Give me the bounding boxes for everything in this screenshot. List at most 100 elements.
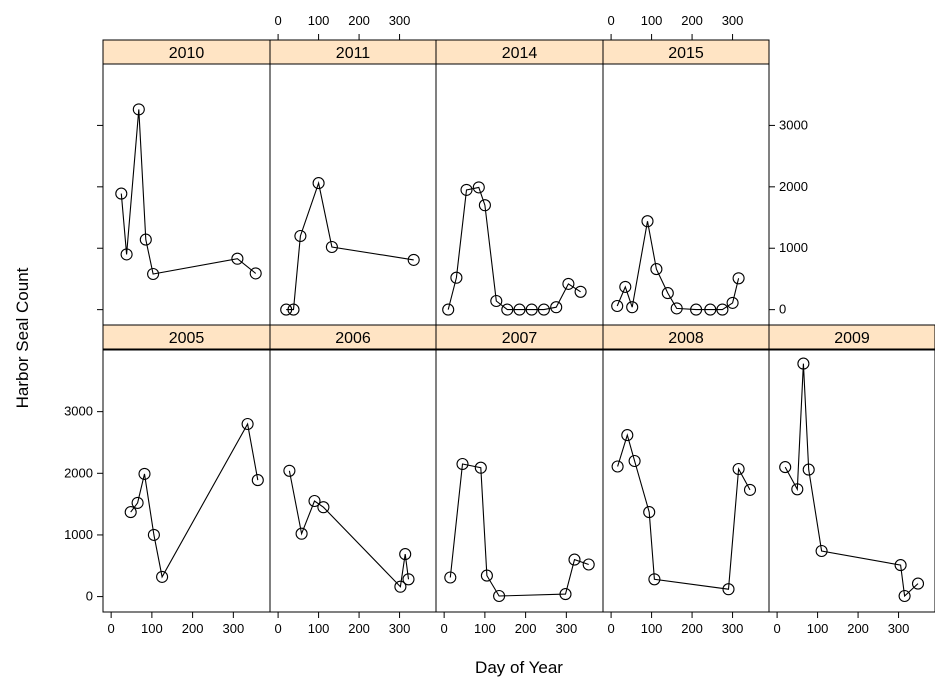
data-point-2009-1 bbox=[791, 483, 804, 496]
data-point-2007-0 bbox=[444, 571, 457, 584]
data-point-2014-12 bbox=[574, 285, 587, 298]
panel-frame-2015 bbox=[602, 63, 770, 326]
data-point-2010-1 bbox=[120, 248, 133, 261]
strip-label-2011: 2011 bbox=[336, 45, 371, 62]
strip-2011 bbox=[269, 39, 437, 65]
data-point-2011-4 bbox=[325, 240, 338, 254]
x-tick-label-2007-3: 300 bbox=[555, 621, 577, 636]
panel-frame-2005 bbox=[102, 349, 271, 613]
strip-label-2005: 2005 bbox=[169, 330, 205, 347]
strip-label-2007: 2007 bbox=[502, 330, 538, 347]
series-line-2008 bbox=[617, 433, 751, 590]
strip-label-2010: 2010 bbox=[169, 45, 205, 62]
data-point-2009-6 bbox=[898, 589, 911, 603]
x-tick-label-2006-2: 200 bbox=[348, 621, 370, 636]
data-point-2011-0 bbox=[280, 303, 293, 316]
data-point-2014-5 bbox=[490, 294, 503, 308]
data-point-2015-9 bbox=[716, 303, 729, 316]
data-point-2008-2 bbox=[628, 454, 641, 468]
data-point-2006-5 bbox=[399, 548, 412, 561]
data-point-2010-3 bbox=[139, 233, 152, 246]
x-tick-label-2005-1: 100 bbox=[141, 621, 163, 636]
x-tick-label-2008-1: 100 bbox=[641, 621, 663, 636]
data-point-2005-4 bbox=[156, 570, 169, 583]
series-line-2011 bbox=[286, 181, 414, 311]
data-point-2015-5 bbox=[661, 287, 674, 300]
data-point-2007-1 bbox=[456, 457, 469, 471]
data-point-2009-0 bbox=[779, 461, 792, 474]
x-tick-label-2006-1: 100 bbox=[308, 621, 330, 636]
x-tick-label-2008-0: 0 bbox=[607, 621, 614, 636]
data-point-2010-2 bbox=[132, 103, 145, 116]
x-axis-title: Day of Year bbox=[475, 658, 563, 677]
data-point-2015-8 bbox=[704, 303, 717, 316]
strip-label-2006: 2006 bbox=[335, 330, 371, 347]
data-point-2014-3 bbox=[472, 181, 485, 194]
y-tick-label-2005-0: 0 bbox=[86, 589, 93, 604]
panel-frame-2008 bbox=[602, 349, 770, 613]
strip-label-2008: 2008 bbox=[668, 330, 704, 347]
series-line-2010 bbox=[120, 109, 257, 275]
data-point-2011-3 bbox=[312, 177, 325, 190]
data-point-2015-4 bbox=[650, 263, 663, 276]
x-tick-label-2009-2: 200 bbox=[847, 621, 869, 636]
data-point-2010-0 bbox=[115, 187, 128, 200]
data-point-2007-6 bbox=[568, 553, 581, 566]
strip-label-2015: 2015 bbox=[668, 45, 704, 62]
data-point-2015-10 bbox=[726, 296, 739, 309]
x-tick-label-2015-0: 0 bbox=[607, 13, 614, 28]
panel-frame-2010 bbox=[102, 63, 271, 326]
data-point-2014-2 bbox=[460, 183, 473, 196]
data-point-2014-6 bbox=[501, 303, 514, 316]
series-line-2015 bbox=[616, 221, 740, 311]
strip-2015 bbox=[602, 39, 770, 65]
data-point-2009-3 bbox=[802, 463, 815, 476]
data-point-2009-7 bbox=[911, 577, 925, 590]
data-point-2009-2 bbox=[797, 357, 810, 370]
x-tick-label-2011-1: 100 bbox=[308, 13, 330, 28]
data-point-2009-5 bbox=[894, 559, 907, 572]
x-tick-label-2011-3: 300 bbox=[389, 13, 411, 28]
data-point-2011-5 bbox=[407, 253, 420, 266]
strip-label-2014: 2014 bbox=[502, 45, 538, 62]
panel-frame-2014 bbox=[435, 63, 604, 326]
x-tick-label-2007-2: 200 bbox=[515, 621, 537, 636]
data-point-2014-1 bbox=[450, 271, 463, 284]
series-line-2014 bbox=[447, 186, 581, 311]
data-point-2007-5 bbox=[559, 588, 572, 601]
y-tick-label-2005-2: 2000 bbox=[64, 465, 93, 480]
data-point-2010-5 bbox=[231, 252, 244, 265]
panel-frame-2006 bbox=[269, 349, 437, 613]
y-tick-label-2005-3: 3000 bbox=[64, 404, 93, 419]
strip-2010 bbox=[102, 39, 271, 65]
panel-frame-2011 bbox=[269, 63, 437, 326]
y-tick-label-2015-3: 3000 bbox=[779, 117, 808, 132]
data-point-2014-9 bbox=[537, 303, 550, 316]
x-tick-label-2006-3: 300 bbox=[389, 621, 411, 636]
data-point-2009-4 bbox=[815, 544, 828, 558]
data-point-2006-4 bbox=[394, 580, 407, 593]
x-tick-label-2015-1: 100 bbox=[641, 13, 663, 28]
x-tick-label-2005-0: 0 bbox=[108, 621, 115, 636]
strip-2009 bbox=[768, 324, 935, 350]
strip-2006 bbox=[269, 324, 437, 350]
data-point-2007-7 bbox=[582, 558, 595, 571]
strip-2005 bbox=[102, 324, 271, 350]
data-point-2008-1 bbox=[621, 429, 634, 442]
data-point-2014-7 bbox=[513, 303, 526, 316]
data-point-2005-5 bbox=[241, 417, 254, 431]
y-tick-label-2015-0: 0 bbox=[779, 302, 786, 317]
x-tick-label-2015-2: 200 bbox=[681, 13, 703, 28]
data-point-2006-0 bbox=[283, 464, 296, 477]
data-point-2010-4 bbox=[147, 267, 160, 281]
data-point-2015-3 bbox=[641, 215, 654, 228]
series-line-2009 bbox=[784, 363, 919, 598]
series-line-2005 bbox=[130, 422, 259, 579]
data-point-2010-6 bbox=[249, 267, 262, 280]
data-point-2006-6 bbox=[402, 573, 415, 586]
data-point-2008-3 bbox=[643, 506, 656, 519]
data-point-2005-2 bbox=[138, 467, 151, 480]
data-point-2015-7 bbox=[690, 303, 703, 316]
data-point-2005-1 bbox=[131, 496, 144, 509]
